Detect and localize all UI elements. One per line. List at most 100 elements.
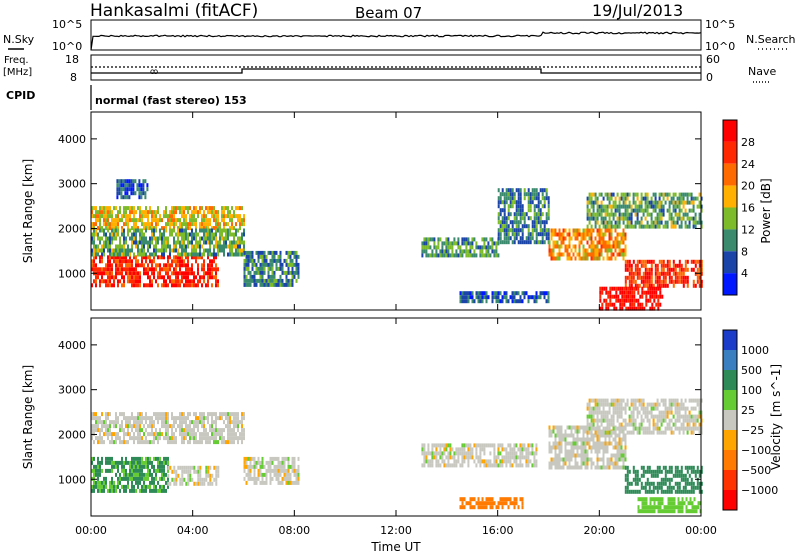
heatmap-cell: [143, 222, 145, 227]
heatmap-cell: [93, 222, 95, 227]
heatmap-cell: [267, 262, 270, 267]
heatmap-cell: [611, 294, 614, 299]
heatmap-cell: [155, 267, 157, 272]
heatmap-cell: [193, 206, 195, 211]
heatmap-cell: [443, 253, 446, 258]
heatmap-cell: [467, 249, 470, 254]
heatmap-cell: [273, 278, 276, 283]
heatmap-cell: [289, 476, 292, 481]
heatmap-cell: [231, 226, 233, 231]
heatmap-cell: [209, 440, 211, 445]
heatmap-cell: [497, 228, 500, 233]
heatmap-cell: [126, 187, 129, 192]
heatmap-cell: [686, 224, 689, 229]
heatmap-cell: [199, 275, 201, 280]
heatmap-cell: [99, 271, 101, 276]
heatmap-cell: [251, 274, 254, 279]
heatmap-cell: [644, 469, 647, 474]
heatmap-cell: [503, 224, 506, 229]
heatmap-cell: [606, 398, 609, 403]
heatmap-cell: [99, 248, 101, 253]
heatmap-cell: [91, 252, 93, 257]
heatmap-cell: [217, 228, 219, 233]
heatmap-cell: [135, 476, 137, 481]
heatmap-cell: [632, 271, 635, 276]
heatmap-cell: [187, 412, 189, 417]
heatmap-cell: [624, 248, 627, 253]
heatmap-cell: [688, 216, 691, 221]
heatmap-cell: [179, 244, 181, 249]
heatmap-cell: [179, 206, 181, 211]
heatmap-cell: [421, 245, 424, 250]
heatmap-cell: [636, 398, 639, 403]
heatmap-cell: [211, 252, 213, 257]
heatmap-cell: [283, 460, 286, 465]
heatmap-cell: [237, 252, 239, 257]
heatmap-cell: [622, 406, 625, 411]
heatmap-cell: [157, 206, 159, 211]
heatmap-cell: [646, 204, 649, 209]
heatmap-cell: [171, 469, 174, 474]
heatmap-cell: [155, 279, 157, 284]
heatmap-cell: [626, 481, 629, 486]
heatmap-cell: [676, 279, 679, 284]
heatmap-cell: [211, 481, 214, 486]
heatmap-cell: [455, 451, 458, 456]
heatmap-cell: [646, 192, 649, 197]
heatmap-cell: [499, 212, 502, 217]
heatmap-cell: [161, 283, 163, 288]
heatmap-cell: [568, 240, 571, 245]
heatmap-cell: [558, 461, 561, 466]
heatmap-cell: [93, 236, 95, 241]
heatmap-cell: [505, 188, 508, 193]
heatmap-cell: [680, 192, 683, 197]
heatmap-cell: [644, 263, 647, 268]
heatmap-cell: [279, 262, 282, 267]
heatmap-cell: [517, 192, 520, 197]
heatmap-cell: [109, 236, 111, 241]
heatmap-cell: [423, 447, 426, 452]
heatmap-cell: [624, 489, 627, 494]
heatmap-cell: [149, 488, 151, 493]
heatmap-cell: [195, 222, 197, 227]
heatmap-cell: [243, 432, 245, 437]
heatmap-cell: [610, 453, 613, 458]
heatmap-cell: [203, 420, 205, 425]
heatmap-cell: [211, 436, 213, 441]
heatmap-cell: [131, 436, 133, 441]
heatmap-cell: [495, 249, 498, 254]
heatmap-cell: [179, 416, 181, 421]
heatmap-cell: [658, 414, 661, 419]
heatmap-cell: [678, 216, 681, 221]
heatmap-cell: [680, 414, 683, 419]
heatmap-cell: [229, 440, 231, 445]
heatmap-cell: [606, 248, 609, 253]
heatmap-cell: [523, 443, 526, 448]
heatmap-cell: [109, 432, 111, 437]
heatmap-cell: [295, 472, 298, 477]
heatmap-cell: [596, 232, 599, 237]
heatmap-cell: [297, 456, 300, 461]
heatmap-cell: [698, 410, 701, 415]
heatmap-cell: [626, 192, 629, 197]
heatmap-cell: [145, 283, 147, 288]
heatmap-cell: [291, 278, 294, 283]
heatmap-cell: [175, 420, 177, 425]
heatmap-cell: [634, 398, 637, 403]
heatmap-cell: [97, 480, 99, 485]
heatmap-cell: [149, 255, 151, 260]
heatmap-cell: [115, 275, 117, 280]
heatmap-cell: [629, 294, 632, 299]
heatmap-cell: [550, 252, 553, 257]
heatmap-cell: [513, 196, 516, 201]
heatmap-cell: [217, 432, 219, 437]
heatmap-cell: [457, 253, 460, 258]
heatmap-cell: [515, 200, 518, 205]
heatmap-cell: [211, 232, 213, 237]
heatmap-cell: [491, 241, 494, 246]
heatmap-cell: [584, 236, 587, 241]
heatmap-cell: [99, 283, 101, 288]
heatmap-cell: [479, 245, 482, 250]
heatmap-cell: [243, 282, 246, 287]
heatmap-cell: [606, 240, 609, 245]
